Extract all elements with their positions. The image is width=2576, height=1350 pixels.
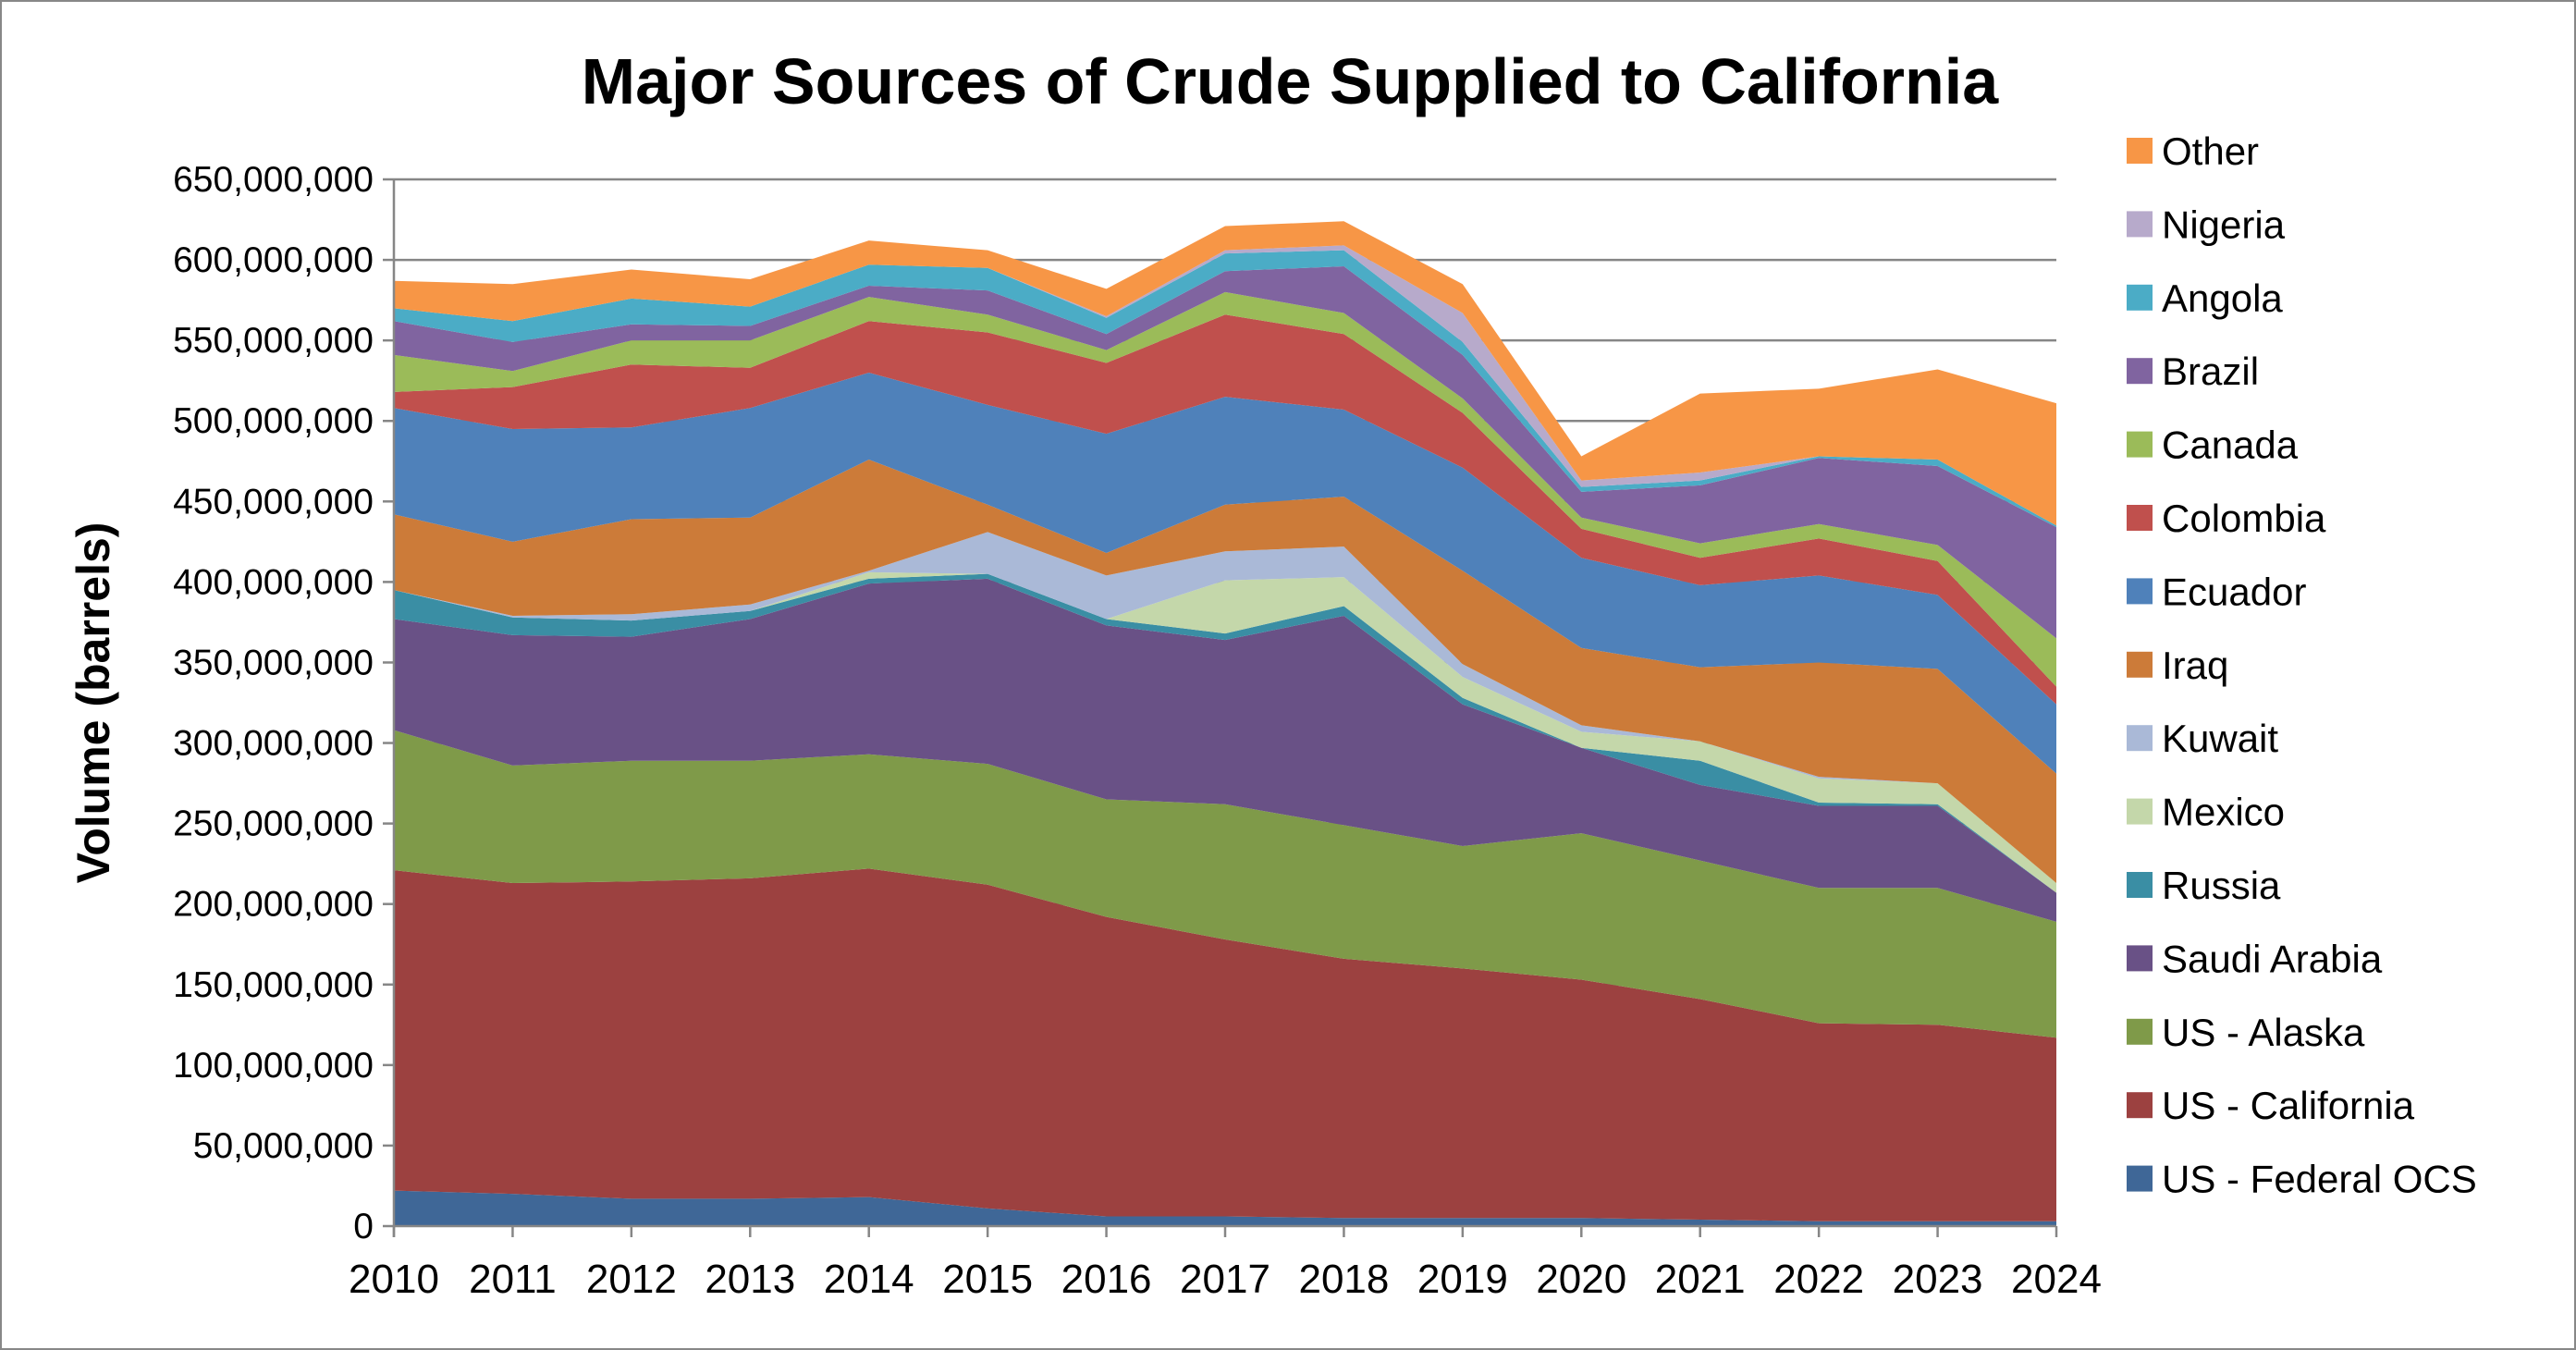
y-axis-label: Volume (barrels) [67, 522, 119, 884]
legend: Other Nigeria Angola Brazil Canada Colombia Ec… [2127, 129, 2477, 1201]
y-tick-label: 50,000,000 [193, 1126, 374, 1166]
y-tick-label: 0 [353, 1207, 374, 1246]
area-colombia [394, 314, 2056, 705]
y-tick-label: 350,000,000 [173, 643, 374, 682]
legend-swatch [2127, 505, 2153, 531]
legend-swatch [2127, 651, 2153, 678]
area-us-federal-ocs [394, 1190, 2056, 1226]
y-tick-labels: 0 50,000,000 100,000,000 150,000,000 200,000… [173, 160, 374, 1246]
legend-item: Colombia [2127, 497, 2326, 540]
x-tick-label: 2022 [1773, 1257, 1864, 1302]
x-tick-label: 2018 [1298, 1257, 1389, 1302]
x-tick-label: 2016 [1061, 1257, 1152, 1302]
y-tick-label: 100,000,000 [173, 1046, 374, 1086]
y-tick-label: 550,000,000 [173, 321, 374, 361]
legend-swatch [2127, 1165, 2153, 1192]
chart-title: Major Sources of Crude Supplied to Calif… [582, 45, 1999, 117]
legend-label: Mexico [2162, 791, 2285, 834]
legend-swatch [2127, 211, 2153, 238]
y-tick-label: 600,000,000 [173, 240, 374, 280]
legend-label: Angola [2162, 276, 2283, 320]
legend-item: US - Federal OCS [2127, 1158, 2477, 1201]
x-tick-label: 2013 [705, 1257, 795, 1302]
legend-item: Other [2127, 129, 2259, 173]
y-tick-label: 300,000,000 [173, 724, 374, 764]
legend-swatch [2127, 945, 2153, 972]
x-tick-label: 2020 [1536, 1257, 1626, 1302]
x-tick-labels: 2010 2011 2012 2013 2014 2015 2016 2017 2018 2019… [349, 1257, 2102, 1302]
legend-label: US - Federal OCS [2162, 1158, 2477, 1201]
legend-swatch [2127, 1092, 2153, 1119]
legend-label: Nigeria [2162, 202, 2286, 246]
x-tick-label: 2011 [469, 1257, 557, 1302]
legend-label: Colombia [2162, 497, 2326, 540]
legend-label: US - California [2162, 1084, 2415, 1127]
legend-item: Russia [2127, 864, 2281, 907]
legend-swatch [2127, 872, 2153, 898]
area-other [394, 221, 2056, 526]
legend-item: Nigeria [2127, 202, 2286, 246]
axes [383, 178, 2058, 1237]
legend-item: Saudi Arabia [2127, 937, 2383, 980]
area-ecuador [394, 372, 2056, 774]
legend-swatch [2127, 725, 2153, 752]
x-tick-label: 2010 [349, 1257, 439, 1302]
x-tick-label: 2017 [1180, 1257, 1270, 1302]
x-tick-label: 2023 [1893, 1257, 1983, 1302]
x-tick-label: 2012 [586, 1257, 677, 1302]
legend-item: Kuwait [2127, 717, 2278, 760]
legend-item: Angola [2127, 276, 2283, 320]
y-tick-label: 500,000,000 [173, 401, 374, 441]
area-saudi-arabia [394, 578, 2056, 922]
legend-label: Saudi Arabia [2162, 937, 2383, 980]
legend-label: Kuwait [2162, 717, 2278, 760]
legend-item: Mexico [2127, 791, 2285, 834]
x-tick-label: 2024 [2011, 1257, 2102, 1302]
legend-swatch [2127, 1018, 2153, 1045]
area-us-alaska [394, 730, 2056, 1038]
legend-label: US - Alaska [2162, 1011, 2365, 1054]
areas [394, 221, 2056, 1226]
y-tick-label: 450,000,000 [173, 482, 374, 522]
legend-swatch [2127, 431, 2153, 458]
y-tick-label: 150,000,000 [173, 965, 374, 1005]
area-russia [394, 573, 2056, 893]
y-tick-label: 200,000,000 [173, 885, 374, 925]
area-us-california [394, 868, 2056, 1221]
legend-item: Ecuador [2127, 570, 2306, 613]
legend-label: Canada [2162, 423, 2299, 467]
legend-item: US - Alaska [2127, 1011, 2365, 1054]
legend-item: Brazil [2127, 350, 2259, 393]
y-tick-label: 250,000,000 [173, 804, 374, 844]
legend-swatch [2127, 578, 2153, 605]
legend-item: Iraq [2127, 644, 2228, 687]
area-iraq [394, 460, 2056, 884]
legend-swatch [2127, 798, 2153, 825]
x-tick-label: 2019 [1417, 1257, 1508, 1302]
legend-swatch [2127, 358, 2153, 385]
legend-label: Ecuador [2162, 570, 2306, 613]
legend-label: Iraq [2162, 644, 2228, 687]
y-tick-label: 650,000,000 [173, 160, 374, 200]
x-tick-label: 2014 [824, 1257, 914, 1302]
x-tick-label: 2021 [1655, 1257, 1746, 1302]
x-tick-label: 2015 [942, 1257, 1033, 1302]
legend-label: Russia [2162, 864, 2281, 907]
legend-swatch [2127, 138, 2153, 164]
legend-swatch [2127, 284, 2153, 311]
legend-label: Other [2162, 129, 2259, 173]
legend-item: Canada [2127, 423, 2299, 467]
legend-item: US - California [2127, 1084, 2415, 1127]
legend-label: Brazil [2162, 350, 2259, 393]
y-tick-label: 400,000,000 [173, 562, 374, 602]
